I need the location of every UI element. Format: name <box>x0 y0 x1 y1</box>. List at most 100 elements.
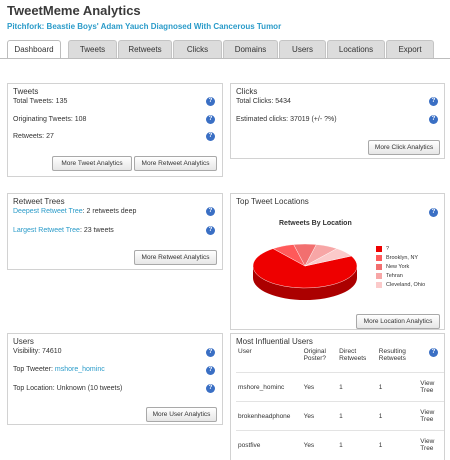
legend-item: New York <box>376 262 425 271</box>
tab-dashboard[interactable]: Dashboard <box>7 40 61 59</box>
resulting-retweets-cell: 1 <box>376 401 419 431</box>
view-tree-link[interactable]: View Tree <box>418 430 444 459</box>
deepest-tree-link[interactable]: Deepest Retweet Tree <box>13 208 83 215</box>
top-tweeter-label: Top Tweeter: <box>13 366 53 373</box>
direct-retweets-cell: 1 <box>337 430 377 459</box>
largest-tree-row: Largest Retweet Tree: 23 tweets <box>13 227 114 234</box>
legend-item: Tehran <box>376 271 425 280</box>
legend-label: Brooklyn, NY <box>386 254 419 261</box>
locations-panel: Top Tweet Locations ? Retweets By Locati… <box>230 193 445 330</box>
view-tree-link[interactable]: View Tree <box>418 401 444 431</box>
pie-chart <box>252 243 358 300</box>
influential-users-table: User Original Poster? Direct Retweets Re… <box>236 348 444 459</box>
tab-retweets[interactable]: Retweets <box>118 40 172 58</box>
top-tweeter-row: Top Tweeter: mshore_hominc <box>13 366 105 373</box>
legend-label: Tehran <box>386 272 403 279</box>
retweets-count: Retweets: 27 <box>13 133 54 140</box>
legend-label: ? <box>386 245 390 252</box>
help-icon[interactable]: ? <box>206 384 215 393</box>
largest-tree-link[interactable]: Largest Retweet Tree <box>13 227 80 234</box>
deepest-tree-value: : 2 retweets deep <box>82 208 137 215</box>
deepest-tree-row: Deepest Retweet Tree: 2 retweets deep <box>13 208 136 215</box>
tweets-panel: Tweets Total Tweets: 135 Originating Twe… <box>7 83 223 177</box>
panel-title: Users <box>13 337 34 346</box>
tab-divider <box>0 58 450 59</box>
panel-title: Retweet Trees <box>13 197 65 206</box>
more-click-analytics-button[interactable]: More Click Analytics <box>368 140 440 155</box>
legend-swatch <box>376 245 382 252</box>
legend-item: ? <box>376 244 425 253</box>
more-user-analytics-button[interactable]: More User Analytics <box>146 407 217 422</box>
tab-domains[interactable]: Domains <box>223 40 278 58</box>
original-poster-cell: Yes <box>301 401 338 431</box>
direct-retweets-cell: 1 <box>337 372 377 402</box>
more-location-analytics-button[interactable]: More Location Analytics <box>356 314 440 329</box>
help-icon[interactable]: ? <box>206 115 215 124</box>
more-retweet-analytics-button[interactable]: More Retweet Analytics <box>134 250 217 265</box>
table-row: mshore_hominc Yes 1 1 View Tree <box>236 372 444 402</box>
panel-title: Top Tweet Locations <box>236 197 309 206</box>
user-link[interactable]: postfive <box>236 430 302 459</box>
user-link[interactable]: mshore_hominc <box>236 372 302 402</box>
original-poster-cell: Yes <box>301 372 338 402</box>
originating-tweets: Originating Tweets: 108 <box>13 116 87 123</box>
total-clicks: Total Clicks: 5434 <box>236 98 291 105</box>
legend-item: Cleveland, Ohio <box>376 280 425 289</box>
pie-slice-4 <box>304 248 352 267</box>
legend-label: New York <box>386 263 410 270</box>
largest-tree-value: : 23 tweets <box>79 227 114 234</box>
more-retweet-analytics-button[interactable]: More Retweet Analytics <box>134 156 217 171</box>
help-icon[interactable]: ? <box>206 132 215 141</box>
view-tree-link[interactable]: View Tree <box>418 372 444 402</box>
app-title: TweetMeme Analytics <box>7 3 141 18</box>
top-location: Top Location: Unknown (10 tweets) <box>13 385 123 392</box>
table-header-row: User Original Poster? Direct Retweets Re… <box>236 348 444 373</box>
legend-swatch <box>376 263 382 270</box>
total-tweets: Total Tweets: 135 <box>13 98 68 105</box>
estimated-clicks: Estimated clicks: 37019 (+/- ?%) <box>236 116 337 123</box>
tab-export[interactable]: Export <box>386 40 434 58</box>
resulting-retweets-cell: 1 <box>376 372 419 402</box>
more-tweet-analytics-button[interactable]: More Tweet Analytics <box>52 156 132 171</box>
panel-title: Most Influential Users <box>236 337 313 346</box>
tab-tweets[interactable]: Tweets <box>68 40 117 58</box>
legend-label: Cleveland, Ohio <box>386 281 426 288</box>
legend-swatch <box>376 281 382 288</box>
legend-item: Brooklyn, NY <box>376 253 425 262</box>
column-header: Direct Retweets <box>339 348 367 362</box>
help-icon[interactable]: ? <box>429 348 438 357</box>
help-icon[interactable]: ? <box>429 115 438 124</box>
column-header: Original Poster? <box>303 348 326 362</box>
article-link[interactable]: Pitchfork: Beastie Boys' Adam Yauch Diag… <box>7 22 282 31</box>
top-tweeter-link[interactable]: mshore_hominc <box>54 366 105 373</box>
pie-slice-0 <box>252 248 358 289</box>
help-icon[interactable]: ? <box>206 97 215 106</box>
column-header: User <box>238 348 252 355</box>
help-icon[interactable]: ? <box>429 97 438 106</box>
help-icon[interactable]: ? <box>206 226 215 235</box>
help-icon[interactable]: ? <box>429 208 438 217</box>
users-panel: Users Visibility: 74610 Top Tweeter: msh… <box>7 333 223 425</box>
legend-swatch <box>376 272 382 279</box>
help-icon[interactable]: ? <box>206 366 215 375</box>
user-link[interactable]: brokenheadphone <box>236 401 302 431</box>
legend-swatch <box>376 254 382 261</box>
tab-locations[interactable]: Locations <box>327 40 385 58</box>
influential-users-panel: Most Influential Users ? User Original P… <box>230 333 445 460</box>
visibility: Visibility: 74610 <box>13 348 62 355</box>
tab-clicks[interactable]: Clicks <box>173 40 222 58</box>
retweet-trees-panel: Retweet Trees Deepest Retweet Tree: 2 re… <box>7 193 223 270</box>
chart-legend: ? Brooklyn, NY New York Tehran Cleveland, Oh… <box>376 244 425 289</box>
table-row: postfive Yes 1 1 View Tree <box>236 430 444 459</box>
direct-retweets-cell: 1 <box>337 401 377 431</box>
resulting-retweets-cell: 1 <box>376 430 419 459</box>
chart-title: Retweets By Location <box>279 220 352 227</box>
panel-title: Clicks <box>236 87 258 96</box>
help-icon[interactable]: ? <box>206 207 215 216</box>
pie-side-wall <box>253 266 357 300</box>
clicks-panel: Clicks Total Clicks: 5434 Estimated clic… <box>230 83 445 159</box>
tab-users[interactable]: Users <box>279 40 326 58</box>
original-poster-cell: Yes <box>301 430 338 459</box>
panel-title: Tweets <box>13 87 39 96</box>
help-icon[interactable]: ? <box>206 348 215 357</box>
